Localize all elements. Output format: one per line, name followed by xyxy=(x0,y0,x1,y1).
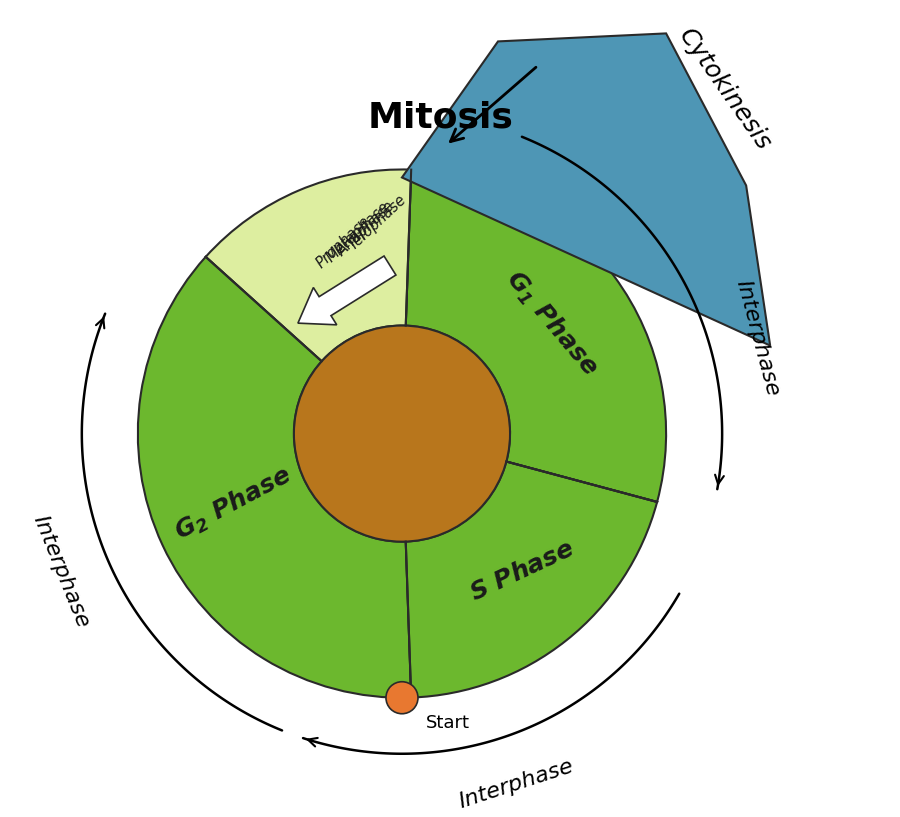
Wedge shape xyxy=(206,169,411,361)
Text: Interphase: Interphase xyxy=(29,512,93,631)
Text: Mitosis: Mitosis xyxy=(367,100,513,135)
Circle shape xyxy=(294,325,510,542)
Text: Prophase: Prophase xyxy=(313,214,373,271)
Text: Start: Start xyxy=(426,714,470,732)
Text: Metaphase: Metaphase xyxy=(324,199,393,266)
Text: $\bfit{G_2}$ Phase: $\bfit{G_2}$ Phase xyxy=(170,462,296,547)
Wedge shape xyxy=(406,170,666,502)
FancyArrow shape xyxy=(298,256,396,325)
Text: Interphase: Interphase xyxy=(455,756,576,812)
Polygon shape xyxy=(402,33,770,346)
Text: Cytokinesis: Cytokinesis xyxy=(674,24,776,155)
Text: Interphase: Interphase xyxy=(733,278,783,399)
Text: Anaphase: Anaphase xyxy=(335,199,398,259)
Wedge shape xyxy=(406,462,657,698)
Circle shape xyxy=(386,681,418,714)
Text: $\bfit{S}$ Phase: $\bfit{S}$ Phase xyxy=(465,537,578,606)
Text: $\bfit{G_1}$ Phase: $\bfit{G_1}$ Phase xyxy=(500,265,603,381)
Wedge shape xyxy=(138,257,411,698)
Text: Telophase: Telophase xyxy=(346,193,410,253)
